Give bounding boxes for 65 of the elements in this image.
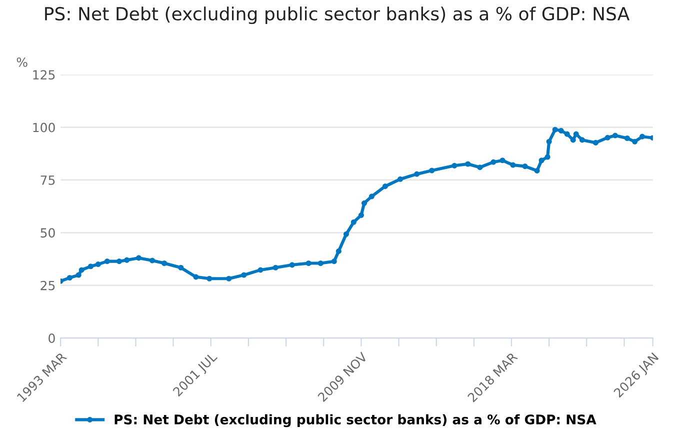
point [258,267,264,273]
chart-title: PS: Net Debt (excluding public sector banks) as a % of GDP: NSA [45,6,630,24]
point [465,161,471,167]
point [331,258,337,264]
point [612,132,618,138]
point [382,184,388,190]
point [570,137,576,143]
y-tick-label: 100 [33,122,55,132]
point [343,231,349,237]
point [510,162,516,168]
point [414,171,420,177]
point [124,257,130,263]
point [522,164,528,170]
point [206,276,212,282]
point [604,134,610,140]
point [592,140,598,146]
point [241,272,247,278]
y-tick-label: 25 [40,280,55,290]
y-tick-label: 50 [40,228,55,238]
point [398,176,404,182]
point [272,264,278,270]
point [193,274,199,280]
point [361,200,368,206]
point [336,248,342,254]
point [558,128,564,134]
y-axis-title: % [16,57,28,67]
point [552,126,558,132]
point [76,272,82,278]
point [78,267,84,273]
point [66,274,72,281]
point [579,137,585,143]
point [289,262,295,268]
point [564,131,570,137]
point [104,258,110,264]
point [477,164,483,170]
point [88,264,94,270]
point [306,260,312,266]
point [500,158,506,164]
point [490,159,496,165]
point [358,212,364,218]
point [149,258,156,264]
point [544,154,550,160]
point [534,168,540,174]
point [429,168,435,174]
y-tick-label: 125 [33,70,55,80]
point [632,138,638,144]
point [452,162,458,168]
point [624,135,630,142]
point [136,255,142,261]
legend-label: PS: Net Debt (excluding public sector banks) as a % of GDP: NSA [114,414,596,428]
point [162,260,168,266]
point [116,258,122,264]
point [546,138,552,144]
point [95,262,101,268]
point [226,276,232,282]
point [573,131,579,137]
point [639,134,646,140]
point [318,260,324,266]
line-series [60,126,653,284]
point [178,264,184,270]
point [538,158,544,164]
y-tick-label: 75 [40,176,55,185]
point [368,194,374,200]
point [350,219,356,225]
y-tick-label: 0 [48,334,55,343]
